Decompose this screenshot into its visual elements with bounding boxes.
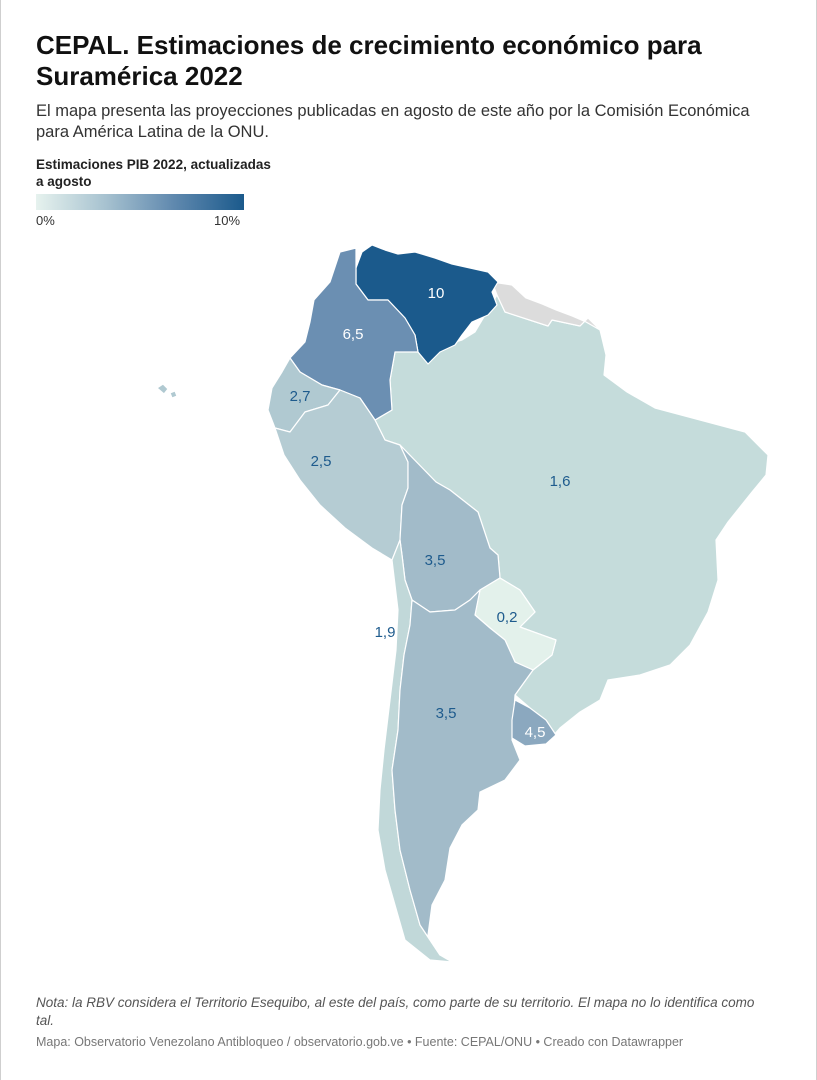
country-colombia[interactable] bbox=[289, 247, 419, 421]
label-chile: 1,9 bbox=[375, 624, 396, 641]
legend-title: Estimaciones PIB 2022, actualizadas a ag… bbox=[36, 157, 271, 189]
galapagos-islands bbox=[156, 383, 178, 399]
page-title: CEPAL. Estimaciones de crecimiento econó… bbox=[36, 30, 702, 91]
map-note: Nota: la RBV considera el Territorio Ese… bbox=[36, 995, 755, 1028]
page-subtitle: El mapa presenta las proyecciones public… bbox=[36, 102, 750, 141]
label-ecuador: 2,7 bbox=[290, 388, 311, 405]
legend-min-label: 0% bbox=[36, 213, 55, 228]
country-argentina[interactable] bbox=[391, 589, 534, 956]
south-america-map: 10 6,5 2,7 2,5 1,6 3,5 0,2 1,9 3,5 4,5 bbox=[156, 244, 769, 963]
legend-color-scale bbox=[36, 194, 244, 210]
label-colombia: 6,5 bbox=[343, 326, 364, 343]
label-uruguay: 4,5 bbox=[525, 724, 546, 741]
country-uruguay[interactable] bbox=[511, 699, 557, 747]
legend-max-label: 10% bbox=[214, 213, 241, 228]
label-paraguay: 0,2 bbox=[497, 609, 518, 626]
label-brasil: 1,6 bbox=[550, 473, 571, 490]
label-bolivia: 3,5 bbox=[425, 552, 446, 569]
map-footer-credits: Mapa: Observatorio Venezolano Antibloque… bbox=[36, 1035, 684, 1049]
label-venezuela: 10 bbox=[428, 285, 445, 302]
country-guyanas[interactable] bbox=[491, 281, 601, 331]
label-argentina: 3,5 bbox=[436, 705, 457, 722]
label-peru: 2,5 bbox=[311, 453, 332, 470]
